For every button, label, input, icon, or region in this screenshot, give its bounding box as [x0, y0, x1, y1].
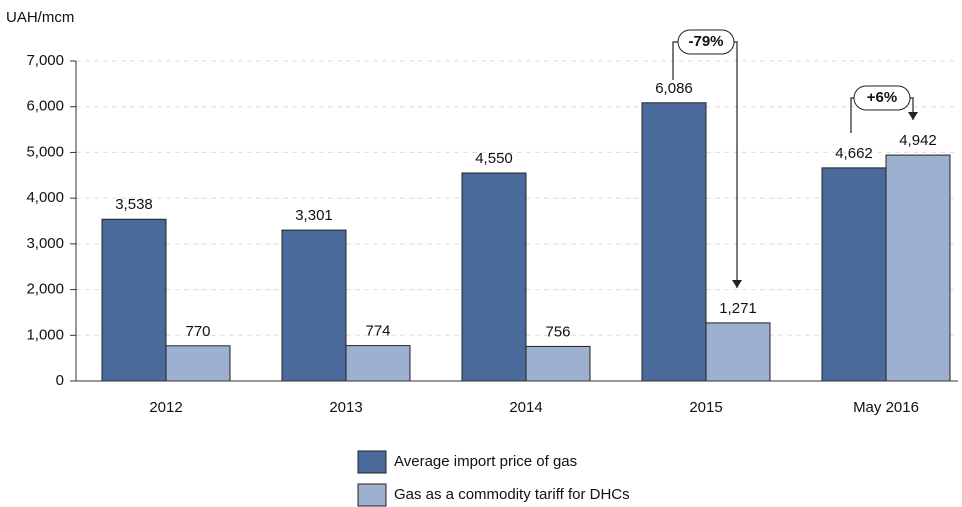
- x-tick-label: 2012: [149, 399, 182, 416]
- data-label: 1,271: [719, 300, 757, 317]
- data-label: 6,086: [655, 80, 693, 97]
- y-axis-label: UAH/mcm: [6, 9, 74, 26]
- annotation: -79%: [688, 33, 723, 50]
- bar: [165, 345, 231, 382]
- annotation: +6%: [867, 89, 897, 106]
- x-tick-label: 2015: [689, 399, 722, 416]
- bar: [525, 345, 591, 382]
- bar: [641, 102, 707, 382]
- data-label: 770: [185, 323, 210, 340]
- y-tick-label: 0: [56, 372, 64, 389]
- data-label: 4,550: [475, 150, 513, 167]
- x-tick-label: 2014: [509, 399, 542, 416]
- y-tick-label: 6,000: [26, 98, 64, 115]
- y-tick-label: 4,000: [26, 189, 64, 206]
- x-tick-label: May 2016: [853, 399, 919, 416]
- data-label: 774: [365, 323, 390, 340]
- legend-swatch: [357, 450, 387, 474]
- bar: [821, 167, 887, 382]
- arrow-head: [908, 112, 918, 120]
- bar: [461, 172, 527, 382]
- data-label: 756: [545, 323, 570, 340]
- data-label: 4,662: [835, 145, 873, 162]
- y-tick-label: 3,000: [26, 235, 64, 252]
- data-label: 3,301: [295, 207, 333, 224]
- y-tick-label: 1,000: [26, 326, 64, 343]
- y-tick-label: 5,000: [26, 143, 64, 160]
- arrow-head: [732, 280, 742, 288]
- bar: [101, 218, 167, 382]
- bar: [885, 154, 951, 382]
- legend-label: Average import price of gas: [394, 453, 577, 470]
- annotation-box: [853, 85, 911, 111]
- y-tick-label: 2,000: [26, 281, 64, 298]
- data-label: 3,538: [115, 196, 153, 213]
- bar: [705, 322, 771, 382]
- legend-swatch: [357, 483, 387, 507]
- y-tick-label: 7,000: [26, 52, 64, 69]
- annotation-box: [677, 29, 735, 55]
- x-tick-label: 2013: [329, 399, 362, 416]
- legend-label: Gas as a commodity tariff for DHCs: [394, 486, 630, 503]
- bar: [281, 229, 347, 382]
- bar: [345, 345, 411, 382]
- data-label: 4,942: [899, 132, 937, 149]
